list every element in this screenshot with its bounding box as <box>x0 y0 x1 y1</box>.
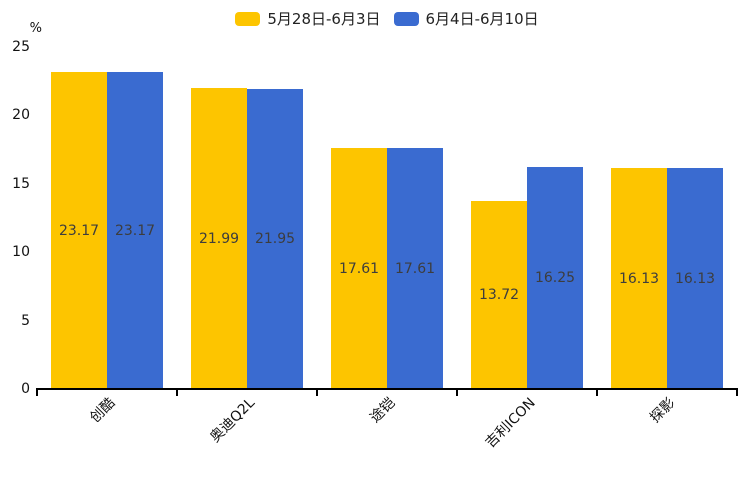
legend-label-week2: 6月4日-6月10日 <box>425 10 539 28</box>
x-axis-tick <box>456 390 458 396</box>
legend-swatch-yellow <box>235 12 261 26</box>
bar-value-label: 16.13 <box>674 270 716 287</box>
bar-value-label: 21.95 <box>254 230 296 247</box>
y-axis-tick-label: 15 <box>12 175 30 192</box>
legend: 5月28日-6月3日 6月4日-6月10日 <box>37 9 737 29</box>
x-axis-category-label: 创酷 <box>87 395 119 427</box>
bar[interactable]: 21.99 <box>191 88 247 389</box>
y-axis-tick-label: 10 <box>12 244 30 261</box>
x-axis-tick <box>176 390 178 396</box>
x-axis-category-label: 奥迪Q2L <box>207 395 259 446</box>
bar[interactable]: 16.13 <box>667 168 723 389</box>
bar[interactable]: 21.95 <box>247 88 303 389</box>
bar-value-label: 16.25 <box>534 269 576 286</box>
legend-item-week1[interactable]: 5月28日-6月3日 <box>235 10 381 28</box>
x-axis-tick <box>316 390 318 396</box>
bar[interactable]: 16.25 <box>527 166 583 389</box>
bar[interactable]: 16.13 <box>611 168 667 389</box>
x-axis-tick <box>736 390 738 396</box>
x-axis-category-label: 吉利ICON <box>482 395 539 452</box>
bar[interactable]: 17.61 <box>331 148 387 389</box>
bar[interactable]: 13.72 <box>471 201 527 389</box>
bar-value-label: 13.72 <box>478 287 520 304</box>
bar[interactable]: 17.61 <box>387 148 443 389</box>
bar[interactable]: 23.17 <box>51 72 107 389</box>
y-axis-tick-label: 0 <box>21 381 30 397</box>
y-axis-tick-label: 20 <box>12 107 30 124</box>
x-axis-category-label: 探影 <box>647 395 679 427</box>
legend-swatch-blue <box>393 12 419 26</box>
plot-area: 23.17 23.17 21.99 21.95 17.61 17.61 13.72 16.25… <box>37 47 737 389</box>
bar-value-label: 21.99 <box>198 230 240 247</box>
y-axis-tick-label: 5 <box>21 312 30 329</box>
bar-value-label: 23.17 <box>58 222 100 239</box>
bar[interactable]: 23.17 <box>107 72 163 389</box>
bar-value-label: 16.13 <box>618 270 660 287</box>
x-axis-category-label: 途铠 <box>367 395 399 427</box>
y-axis-unit-label: % <box>29 21 42 36</box>
bar-value-label: 23.17 <box>114 222 156 239</box>
x-axis-tick <box>36 390 38 396</box>
y-axis-tick-label: 25 <box>12 39 30 55</box>
x-axis-line <box>36 388 738 390</box>
x-axis-tick <box>596 390 598 396</box>
bar-value-label: 17.61 <box>338 260 380 277</box>
bar-value-label: 17.61 <box>394 260 436 277</box>
legend-item-week2[interactable]: 6月4日-6月10日 <box>393 10 539 28</box>
legend-label-week1: 5月28日-6月3日 <box>267 10 381 28</box>
